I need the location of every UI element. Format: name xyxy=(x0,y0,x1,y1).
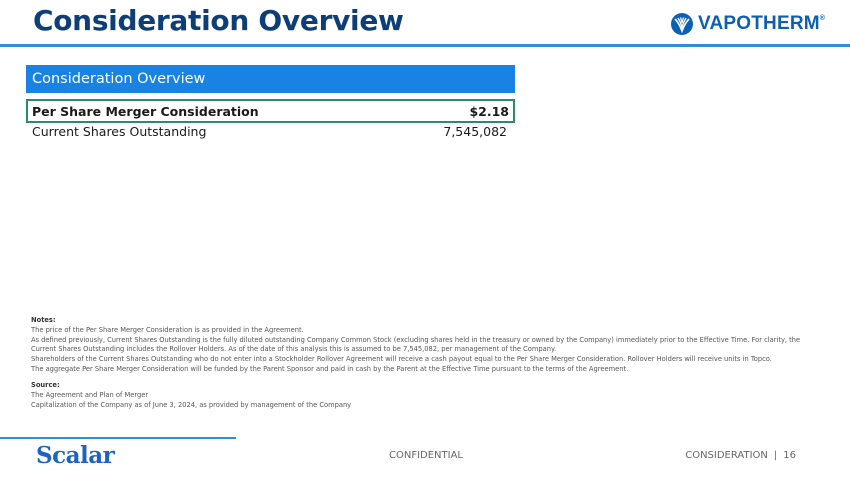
row-label: Current Shares Outstanding xyxy=(32,123,207,139)
footer-separator: | xyxy=(773,450,778,461)
vapotherm-mark-icon xyxy=(671,13,693,35)
row-value: 7,545,082 xyxy=(443,123,507,139)
table-header-label: Consideration Overview xyxy=(32,71,206,87)
section-label: CONSIDERATION xyxy=(685,450,768,461)
page-number: 16 xyxy=(783,450,796,461)
vapotherm-logo: VAPOTHERM® xyxy=(670,12,825,36)
notes-heading: Notes: xyxy=(31,316,56,324)
note-item: The price of the Per Share Merger Consid… xyxy=(31,326,304,334)
row-value: $2.18 xyxy=(469,103,509,119)
row-label: Per Share Merger Consideration xyxy=(32,103,259,119)
note-item: The aggregate Per Share Merger Considera… xyxy=(31,365,629,373)
notes-section: Notes: The price of the Per Share Merger… xyxy=(31,316,826,411)
scalar-logo: Scalar xyxy=(36,442,115,469)
page-title: Consideration Overview xyxy=(33,4,404,37)
footer-divider xyxy=(0,437,236,439)
table-header: Consideration Overview xyxy=(26,65,515,93)
source-item: The Agreement and Plan of Merger xyxy=(31,391,149,399)
table-row-shares-outstanding: Current Shares Outstanding 7,545,082 xyxy=(26,122,515,140)
note-item: As defined previously, Current Shares Ou… xyxy=(31,336,801,353)
source-heading: Source: xyxy=(31,381,60,389)
title-divider xyxy=(0,44,850,47)
logo-wordmark: VAPOTHERM® xyxy=(698,13,826,34)
source-item: Capitalization of the Company as of June… xyxy=(31,401,352,409)
table-row-per-share-consideration: Per Share Merger Consideration $2.18 xyxy=(26,99,515,123)
page-footer-info: CONSIDERATION | 16 xyxy=(685,450,796,461)
note-item: Shareholders of the Current Shares Outst… xyxy=(31,355,772,363)
confidential-label: CONFIDENTIAL xyxy=(389,450,464,461)
